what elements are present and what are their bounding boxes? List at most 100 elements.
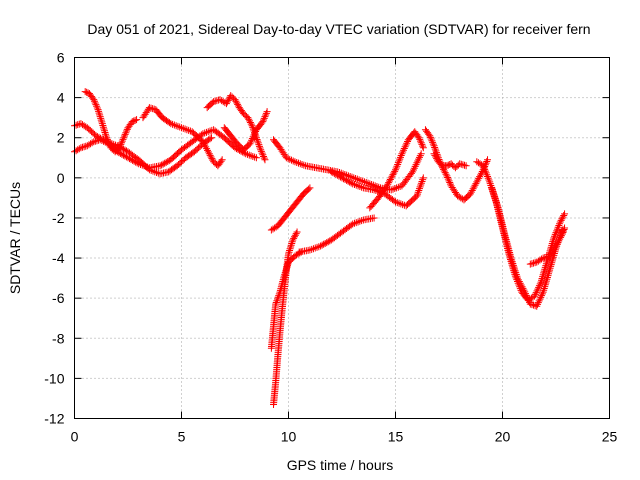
data-point [258,119,266,127]
data-point [321,239,329,247]
data-point [393,199,401,207]
data-point [532,289,540,297]
data-point [128,118,136,126]
data-point [490,189,498,197]
data-point [181,125,189,133]
data-point [145,166,153,174]
data-point [343,176,351,184]
data-point [83,88,91,96]
data-point [156,162,164,170]
data-point [98,135,106,143]
data-point [488,184,496,192]
data-point [204,128,212,136]
data-point [275,290,283,298]
data-point [147,104,155,112]
data-point [555,222,563,230]
data-point [165,119,173,127]
data-point [358,217,366,225]
data-point [262,109,270,117]
data-point [414,190,422,198]
data-point [72,121,80,129]
data-point [99,121,107,129]
data-point [456,160,464,168]
chart-title: Day 051 of 2021, Sidereal Day-to-day VTE… [87,21,590,37]
data-point [391,185,399,193]
data-point [559,227,567,235]
data-point [293,158,301,166]
data-point [164,158,172,166]
data-point [512,269,520,277]
data-point [298,160,306,168]
data-point [318,241,326,249]
data-point [204,148,212,156]
data-point [275,292,283,300]
data-point [96,134,104,142]
data-point [494,202,502,210]
data-point [374,187,382,195]
x-axis-label: GPS time / hours [287,457,394,473]
data-point [479,162,487,170]
data-point [444,173,452,181]
data-point [485,176,493,184]
data-point [399,148,407,156]
data-point [417,150,425,158]
data-point [101,128,109,136]
data-point [248,136,256,144]
data-point [401,143,409,151]
data-point [414,132,422,140]
data-point [416,152,424,160]
data-point [372,187,380,195]
data-point [415,134,423,142]
data-point [79,143,87,151]
data-point [147,166,155,174]
data-point [315,243,323,251]
data-point [551,232,559,240]
data-point [130,117,138,125]
data-point [288,240,296,248]
data-point [251,153,259,161]
data-point [393,184,401,192]
data-point [169,120,177,128]
data-point [390,197,398,205]
data-point [273,297,281,305]
data-point [149,167,157,175]
data-point [93,102,101,110]
data-point [390,169,398,177]
data-point [395,199,403,207]
data-point [526,300,534,308]
data-point [284,155,292,163]
data-point [488,186,496,194]
data-point [211,97,219,105]
data-point [492,197,500,205]
data-point [283,262,291,270]
data-point [255,141,263,149]
data-point [531,292,539,300]
data-point [290,233,298,241]
data-point [291,158,299,166]
data-point [534,299,542,307]
data-point [112,141,120,149]
x-tick-label: 20 [495,429,511,445]
data-point [118,137,126,145]
data-point [412,161,420,169]
data-point [560,225,568,233]
data-point [245,151,253,159]
data-point [149,105,157,113]
data-point [400,146,408,154]
data-point [145,104,153,112]
data-point [413,159,421,167]
data-point [430,150,438,158]
data-point [207,134,215,142]
data-point [398,150,406,158]
data-point [409,166,417,174]
data-point [520,286,528,294]
data-point [108,140,116,148]
data-point [393,162,401,170]
data-point [118,144,126,152]
data-point [428,137,436,145]
data-point [417,179,425,187]
data-point [528,260,536,268]
data-point [287,243,295,251]
data-point [100,136,108,144]
data-point [291,231,299,239]
